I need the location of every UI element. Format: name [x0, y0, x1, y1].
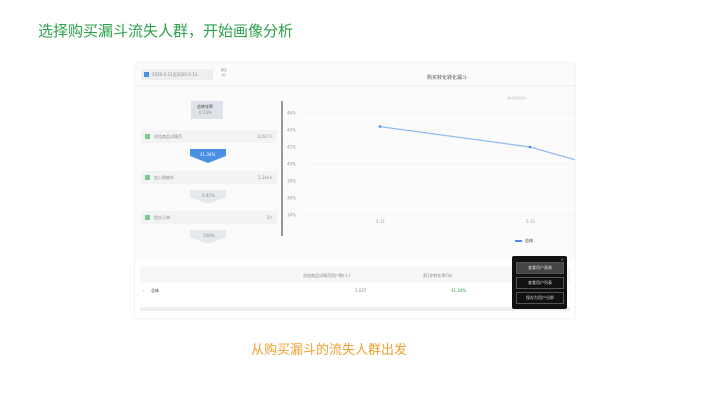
funnel-step[interactable]: 浏览商品详情页 2,037人 [141, 130, 277, 143]
y-tick-label: 44% [287, 128, 296, 133]
x-tick-label: 5-12 [526, 219, 536, 224]
row-rate: 41.34% [451, 288, 467, 293]
y-tick-label: 34% [287, 213, 296, 218]
date-picker[interactable]: 2020-5-11至2020-5-13 [141, 69, 213, 80]
series-line [379, 126, 575, 161]
row-count: 2,037 [355, 288, 367, 293]
y-tick-label: 38% [287, 179, 296, 184]
view-user-list-button[interactable]: 查看用户列表 [516, 277, 564, 289]
granularity: 按天 [221, 68, 228, 72]
data-table: 浏览商品详情页用户数(人) 第1步转化率(%) › 总体 2,037 41.34… [135, 261, 575, 318]
chart-subtitle: 第1步转化率% [507, 96, 527, 100]
rate-arrow: 41.34% [190, 149, 226, 163]
scrollbar[interactable] [281, 101, 283, 236]
legend-label[interactable]: 总体 [525, 238, 533, 243]
y-tick-label: 46% [287, 111, 296, 116]
y-tick-label: 36% [287, 196, 296, 201]
funnel-step[interactable]: 加入购物车 1,1xx人 [141, 171, 277, 184]
y-tick-label: 40% [287, 162, 296, 167]
app-screenshot: 2020-5-11至2020-5-13 按天 7日 总转化率 0.13% 浏览商… [135, 63, 575, 318]
calendar-icon [144, 72, 149, 77]
data-point[interactable] [378, 125, 382, 128]
x-tick-label: 5-11 [376, 219, 386, 224]
rate-arrow: 100% [190, 230, 226, 244]
horizontal-scrollbar[interactable] [140, 307, 570, 311]
period: 7日 [221, 73, 226, 77]
column-header: 浏览商品详情页用户数(人) [303, 273, 351, 278]
funnel-step[interactable]: 提交订单 3人 [141, 211, 277, 224]
total-rate-box: 总转化率 0.13% [191, 101, 223, 119]
legend-swatch [515, 240, 522, 242]
caption: 从购买漏斗的流失人群出发 [251, 343, 408, 358]
save-segment-button[interactable]: 保存为用户分群 [516, 292, 564, 304]
date-range: 2020-5-11至2020-5-13 [152, 72, 198, 77]
row-name: 总体 [151, 288, 159, 293]
slide-title: 选择购买漏斗流失人群，开始画像分析 [38, 22, 294, 40]
y-tick-label: 42% [287, 145, 296, 150]
line-chart: 46%44%42%40%38%36%34%5-115-125-13 [287, 111, 575, 224]
data-point[interactable] [528, 145, 532, 149]
close-icon[interactable]: × [560, 257, 564, 262]
view-profile-button[interactable]: 查看用户画像 [516, 262, 564, 274]
column-header: 第1步转化率(%) [423, 273, 453, 278]
chart-title: 购买转化转化漏斗 [427, 75, 468, 81]
action-popup: × 查看用户画像 查看用户列表 保存为用户分群 [512, 256, 567, 309]
expand-icon[interactable]: › [143, 288, 145, 293]
rate-arrow: 0.45% [190, 190, 226, 204]
